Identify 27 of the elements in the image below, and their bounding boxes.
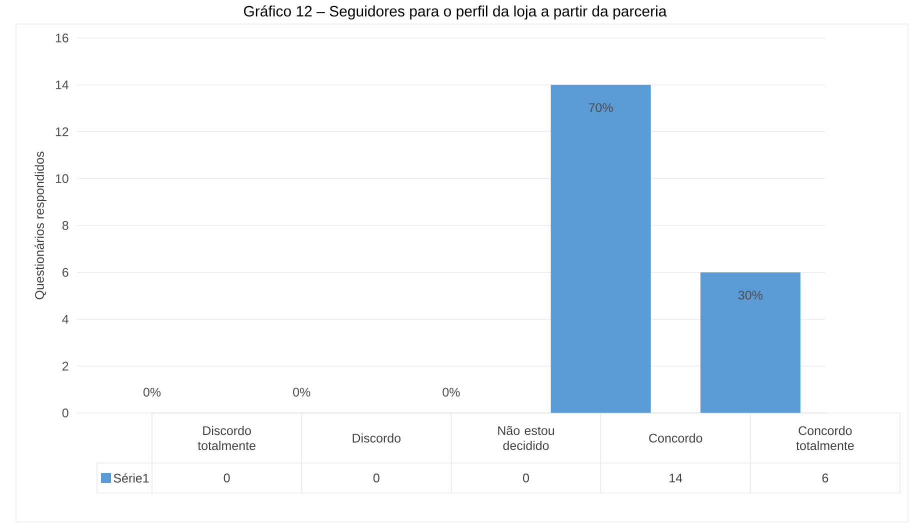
y-tick-label: 6 — [62, 268, 68, 277]
annotation: 0% — [293, 388, 310, 397]
chart-title: Gráfico 12 – Seguidores para o perfil da loja a partir da parceria — [244, 5, 667, 20]
y-tick-label: 2 — [62, 362, 68, 370]
x-tick-label: Discordo — [352, 433, 401, 443]
annotation: 70% — [588, 103, 613, 112]
y-tick-label: 0 — [62, 408, 68, 418]
x-tick-label: Concordo — [649, 433, 702, 443]
y-tick-label: 12 — [56, 127, 68, 136]
annotation: 0% — [442, 388, 460, 397]
x-tick-label: Concordo totalmente — [796, 426, 854, 450]
data-label: 14 — [670, 474, 682, 482]
annotation: 0% — [143, 388, 161, 397]
x-tick-label: Não estou decidido — [498, 426, 554, 450]
annotation: 30% — [738, 290, 762, 300]
y-tick-label: 10 — [56, 174, 68, 184]
x-tick-label: Discordo totalmente — [198, 426, 256, 450]
y-tick-label: 14 — [56, 80, 68, 90]
y-tick-label: 16 — [56, 34, 68, 42]
data-label: 0 — [373, 474, 380, 482]
y-axis-title: Questionários respondidos — [34, 152, 46, 300]
data-label: 0 — [523, 474, 529, 482]
legend-label: Série1 — [114, 473, 149, 483]
data-label: 0 — [224, 474, 230, 482]
data-label: 6 — [822, 474, 828, 482]
y-tick-label: 4 — [62, 314, 68, 324]
y-tick-label: 8 — [62, 221, 68, 230]
